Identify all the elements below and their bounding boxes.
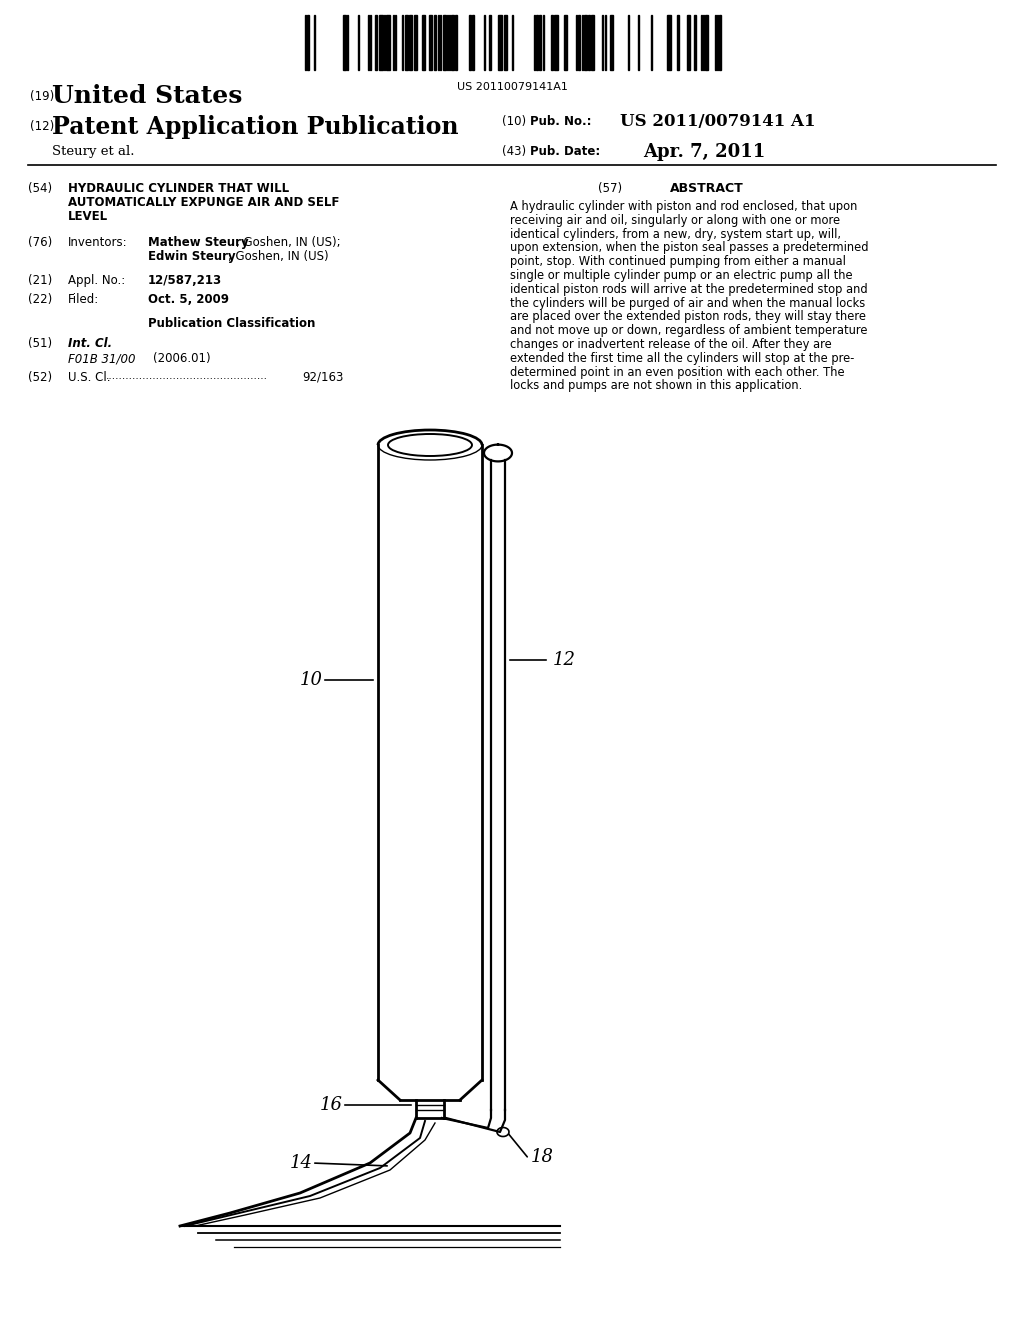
Bar xyxy=(591,15,594,70)
Text: Apr. 7, 2011: Apr. 7, 2011 xyxy=(643,143,765,161)
Text: are placed over the extended piston rods, they will stay there: are placed over the extended piston rods… xyxy=(510,310,866,323)
Text: changes or inadvertent release of the oil. After they are: changes or inadvertent release of the oi… xyxy=(510,338,831,351)
Bar xyxy=(498,15,502,70)
Text: U.S. Cl.: U.S. Cl. xyxy=(68,371,111,384)
Text: US 20110079141A1: US 20110079141A1 xyxy=(457,82,567,92)
Text: US 2011/0079141 A1: US 2011/0079141 A1 xyxy=(620,114,815,129)
Bar xyxy=(551,15,553,70)
Bar xyxy=(667,15,671,70)
Text: , Goshen, IN (US);: , Goshen, IN (US); xyxy=(236,236,341,249)
Text: 18: 18 xyxy=(531,1148,554,1166)
Text: United States: United States xyxy=(52,84,243,108)
Text: A hydraulic cylinder with piston and rod enclosed, that upon: A hydraulic cylinder with piston and rod… xyxy=(510,201,857,213)
Text: receiving air and oil, singularly or along with one or more: receiving air and oil, singularly or alo… xyxy=(510,214,840,227)
Bar xyxy=(504,15,507,70)
Text: (54): (54) xyxy=(28,182,52,195)
Text: Steury et al.: Steury et al. xyxy=(52,145,134,158)
Text: (12): (12) xyxy=(30,120,54,133)
Text: Inventors:: Inventors: xyxy=(68,236,128,249)
Bar xyxy=(422,15,425,70)
Text: Publication Classification: Publication Classification xyxy=(148,317,315,330)
Text: determined point in an even position with each other. The: determined point in an even position wit… xyxy=(510,366,845,379)
Text: Edwin Steury: Edwin Steury xyxy=(148,249,236,263)
Text: single or multiple cylinder pump or an electric pump all the: single or multiple cylinder pump or an e… xyxy=(510,269,853,282)
Bar xyxy=(588,15,590,70)
Bar xyxy=(386,15,390,70)
Text: point, stop. With continued pumping from either a manual: point, stop. With continued pumping from… xyxy=(510,255,846,268)
Text: AUTOMATICALLY EXPUNGE AIR AND SELF: AUTOMATICALLY EXPUNGE AIR AND SELF xyxy=(68,195,339,209)
Text: Int. Cl.: Int. Cl. xyxy=(68,337,112,350)
Text: (19): (19) xyxy=(30,90,54,103)
Text: (21): (21) xyxy=(28,275,52,286)
Bar xyxy=(455,15,457,70)
Text: the cylinders will be purged of air and when the manual locks: the cylinders will be purged of air and … xyxy=(510,297,865,310)
Text: , Goshen, IN (US): , Goshen, IN (US) xyxy=(228,249,329,263)
Text: 92/163: 92/163 xyxy=(302,371,343,384)
Text: (76): (76) xyxy=(28,236,52,249)
Bar xyxy=(584,15,587,70)
Text: (22): (22) xyxy=(28,293,52,306)
Bar xyxy=(307,15,309,70)
Text: locks and pumps are not shown in this application.: locks and pumps are not shown in this ap… xyxy=(510,379,802,392)
Text: 10: 10 xyxy=(300,671,323,689)
Bar xyxy=(536,15,538,70)
Bar xyxy=(539,15,541,70)
Text: (10): (10) xyxy=(502,115,526,128)
Text: (57): (57) xyxy=(598,182,623,195)
Bar xyxy=(375,15,377,70)
Bar xyxy=(472,15,474,70)
Text: upon extension, when the piston seal passes a predetermined: upon extension, when the piston seal pas… xyxy=(510,242,868,255)
Text: HYDRAULIC CYLINDER THAT WILL: HYDRAULIC CYLINDER THAT WILL xyxy=(68,182,289,195)
Bar xyxy=(687,15,690,70)
Bar xyxy=(719,15,721,70)
Text: Oct. 5, 2009: Oct. 5, 2009 xyxy=(148,293,229,306)
Text: (51): (51) xyxy=(28,337,52,350)
Text: identical piston rods will arrive at the predetermined stop and: identical piston rods will arrive at the… xyxy=(510,282,867,296)
Text: LEVEL: LEVEL xyxy=(68,210,109,223)
Bar xyxy=(414,15,417,70)
Text: 16: 16 xyxy=(319,1096,343,1114)
Bar xyxy=(564,15,567,70)
Bar xyxy=(578,15,580,70)
Bar xyxy=(610,15,613,70)
Text: (43): (43) xyxy=(502,145,526,158)
Text: ................................................: ........................................… xyxy=(106,371,268,381)
Bar xyxy=(554,15,558,70)
Bar xyxy=(469,15,471,70)
Text: Filed:: Filed: xyxy=(68,293,99,306)
Text: Appl. No.:: Appl. No.: xyxy=(68,275,125,286)
Bar xyxy=(694,15,696,70)
Text: 14: 14 xyxy=(290,1154,313,1172)
Bar xyxy=(409,15,412,70)
Text: F01B 31/00: F01B 31/00 xyxy=(68,352,135,366)
Text: extended the first time all the cylinders will stop at the pre-: extended the first time all the cylinder… xyxy=(510,352,854,364)
Text: (52): (52) xyxy=(28,371,52,384)
Bar xyxy=(443,15,446,70)
Text: Pub. No.:: Pub. No.: xyxy=(530,115,592,128)
Text: 12/587,213: 12/587,213 xyxy=(148,275,222,286)
Text: and not move up or down, regardless of ambient temperature: and not move up or down, regardless of a… xyxy=(510,325,867,337)
Text: Patent Application Publication: Patent Application Publication xyxy=(52,115,459,139)
Bar xyxy=(705,15,708,70)
Bar xyxy=(451,15,454,70)
Bar xyxy=(429,15,432,70)
Text: (2006.01): (2006.01) xyxy=(153,352,211,366)
Bar xyxy=(406,15,408,70)
Bar xyxy=(434,15,436,70)
Text: Mathew Steury: Mathew Steury xyxy=(148,236,249,249)
Bar xyxy=(343,15,346,70)
Bar xyxy=(379,15,383,70)
Bar xyxy=(677,15,679,70)
Text: 12: 12 xyxy=(553,651,575,669)
Text: ABSTRACT: ABSTRACT xyxy=(670,182,743,195)
Text: identical cylinders, from a new, dry, system start up, will,: identical cylinders, from a new, dry, sy… xyxy=(510,227,841,240)
Bar xyxy=(489,15,490,70)
Text: Pub. Date:: Pub. Date: xyxy=(530,145,600,158)
